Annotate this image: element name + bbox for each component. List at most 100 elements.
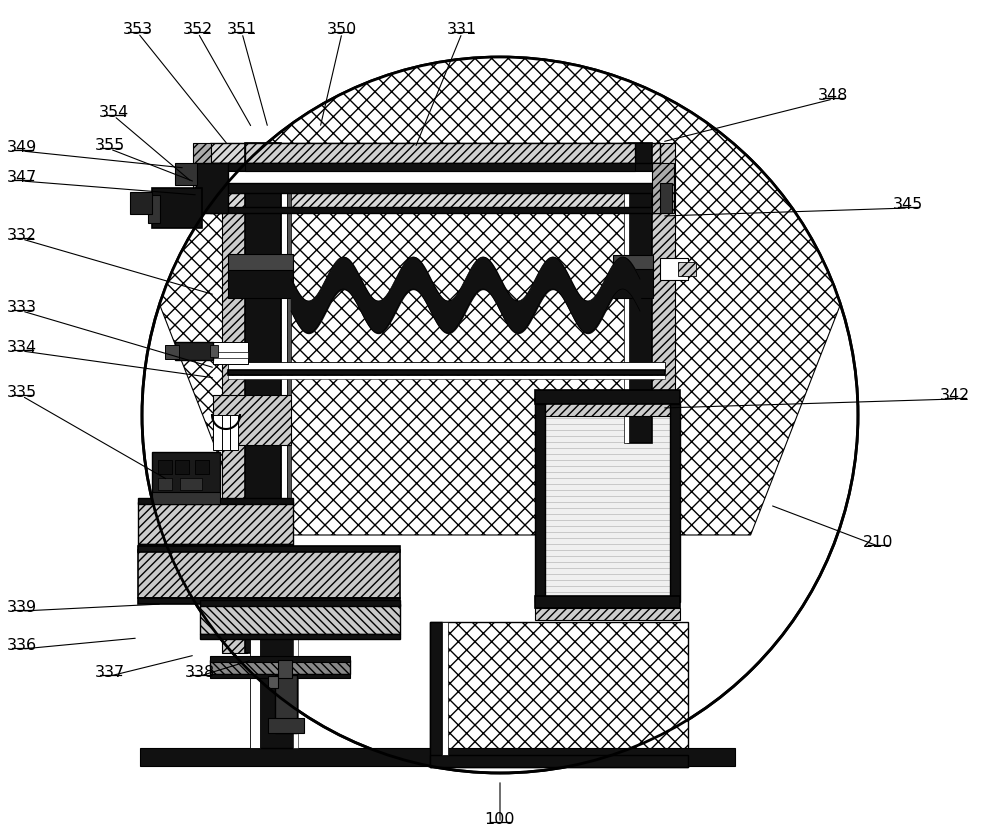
Text: 345: 345 xyxy=(893,197,923,212)
Bar xyxy=(195,460,209,474)
Bar xyxy=(152,188,202,228)
Bar xyxy=(624,143,629,443)
Bar xyxy=(275,675,297,733)
Bar xyxy=(200,600,400,606)
Text: 335: 335 xyxy=(7,385,37,400)
Bar xyxy=(281,143,287,653)
Text: 210: 210 xyxy=(863,535,893,550)
Bar xyxy=(222,143,247,653)
Bar xyxy=(175,460,189,474)
Text: 348: 348 xyxy=(818,88,848,103)
Bar xyxy=(210,183,660,193)
Bar xyxy=(613,268,653,298)
Bar xyxy=(535,402,680,416)
Bar xyxy=(213,395,291,445)
Bar xyxy=(200,604,400,634)
Bar xyxy=(670,404,680,602)
Text: 339: 339 xyxy=(7,600,37,615)
Bar xyxy=(442,622,448,755)
Bar xyxy=(613,255,653,269)
Bar xyxy=(213,342,248,364)
Bar xyxy=(268,676,278,688)
Bar xyxy=(138,502,293,544)
Bar xyxy=(228,254,293,270)
Text: 350: 350 xyxy=(327,22,357,37)
Bar xyxy=(130,192,152,214)
Bar xyxy=(158,460,172,474)
Bar xyxy=(430,755,688,767)
Bar xyxy=(213,415,223,450)
Bar xyxy=(228,362,665,371)
Bar xyxy=(628,143,652,443)
Bar xyxy=(138,498,293,504)
Bar xyxy=(278,660,292,678)
Bar xyxy=(535,390,680,404)
Text: 353: 353 xyxy=(123,22,153,37)
Bar xyxy=(287,143,291,653)
Bar xyxy=(535,596,680,608)
Text: 349: 349 xyxy=(7,140,37,155)
Bar xyxy=(650,143,675,443)
Text: 100: 100 xyxy=(485,812,515,827)
Bar xyxy=(180,478,202,490)
Bar xyxy=(230,415,238,450)
Bar xyxy=(210,345,218,357)
Bar xyxy=(138,544,293,550)
Bar xyxy=(213,352,248,358)
Bar xyxy=(152,452,220,494)
Text: 352: 352 xyxy=(183,22,213,37)
Bar xyxy=(152,492,220,504)
Bar xyxy=(222,415,230,450)
Text: 336: 336 xyxy=(7,638,37,653)
Bar xyxy=(193,143,211,213)
Text: 354: 354 xyxy=(99,105,129,120)
Bar xyxy=(210,660,350,674)
Text: 331: 331 xyxy=(447,22,477,37)
Bar xyxy=(200,634,400,639)
Bar xyxy=(210,171,660,185)
Bar xyxy=(210,143,660,163)
Text: 333: 333 xyxy=(7,300,37,315)
Bar xyxy=(250,638,260,748)
Bar xyxy=(158,478,172,490)
Bar xyxy=(543,414,672,597)
Bar xyxy=(210,674,350,678)
Bar xyxy=(660,258,688,280)
Bar xyxy=(245,143,281,653)
Bar xyxy=(210,193,660,209)
Text: 337: 337 xyxy=(95,665,125,680)
Text: 351: 351 xyxy=(227,22,257,37)
Polygon shape xyxy=(160,57,840,535)
Text: 338: 338 xyxy=(185,665,215,680)
Bar xyxy=(228,370,665,375)
Bar xyxy=(652,163,674,213)
Text: 347: 347 xyxy=(7,170,37,185)
Bar xyxy=(210,207,660,213)
Bar xyxy=(210,656,350,662)
Text: 342: 342 xyxy=(940,388,970,403)
Bar xyxy=(165,345,179,359)
Bar xyxy=(245,171,635,184)
Bar xyxy=(535,608,680,620)
Bar xyxy=(228,375,665,379)
Bar xyxy=(535,404,545,602)
Bar xyxy=(293,638,298,748)
Bar xyxy=(258,638,294,748)
Bar xyxy=(138,598,400,604)
Bar xyxy=(268,718,304,733)
Bar xyxy=(245,143,635,163)
Bar xyxy=(430,622,688,767)
Text: 332: 332 xyxy=(7,228,37,243)
Bar xyxy=(228,268,293,298)
Bar xyxy=(430,622,442,767)
Bar xyxy=(196,163,228,213)
Bar xyxy=(175,163,197,185)
Circle shape xyxy=(142,57,858,773)
Bar xyxy=(210,163,660,171)
Bar xyxy=(138,546,400,552)
Bar xyxy=(148,195,160,223)
Bar xyxy=(138,550,400,598)
Bar xyxy=(245,163,635,171)
Bar xyxy=(660,183,672,213)
Bar xyxy=(175,342,213,360)
